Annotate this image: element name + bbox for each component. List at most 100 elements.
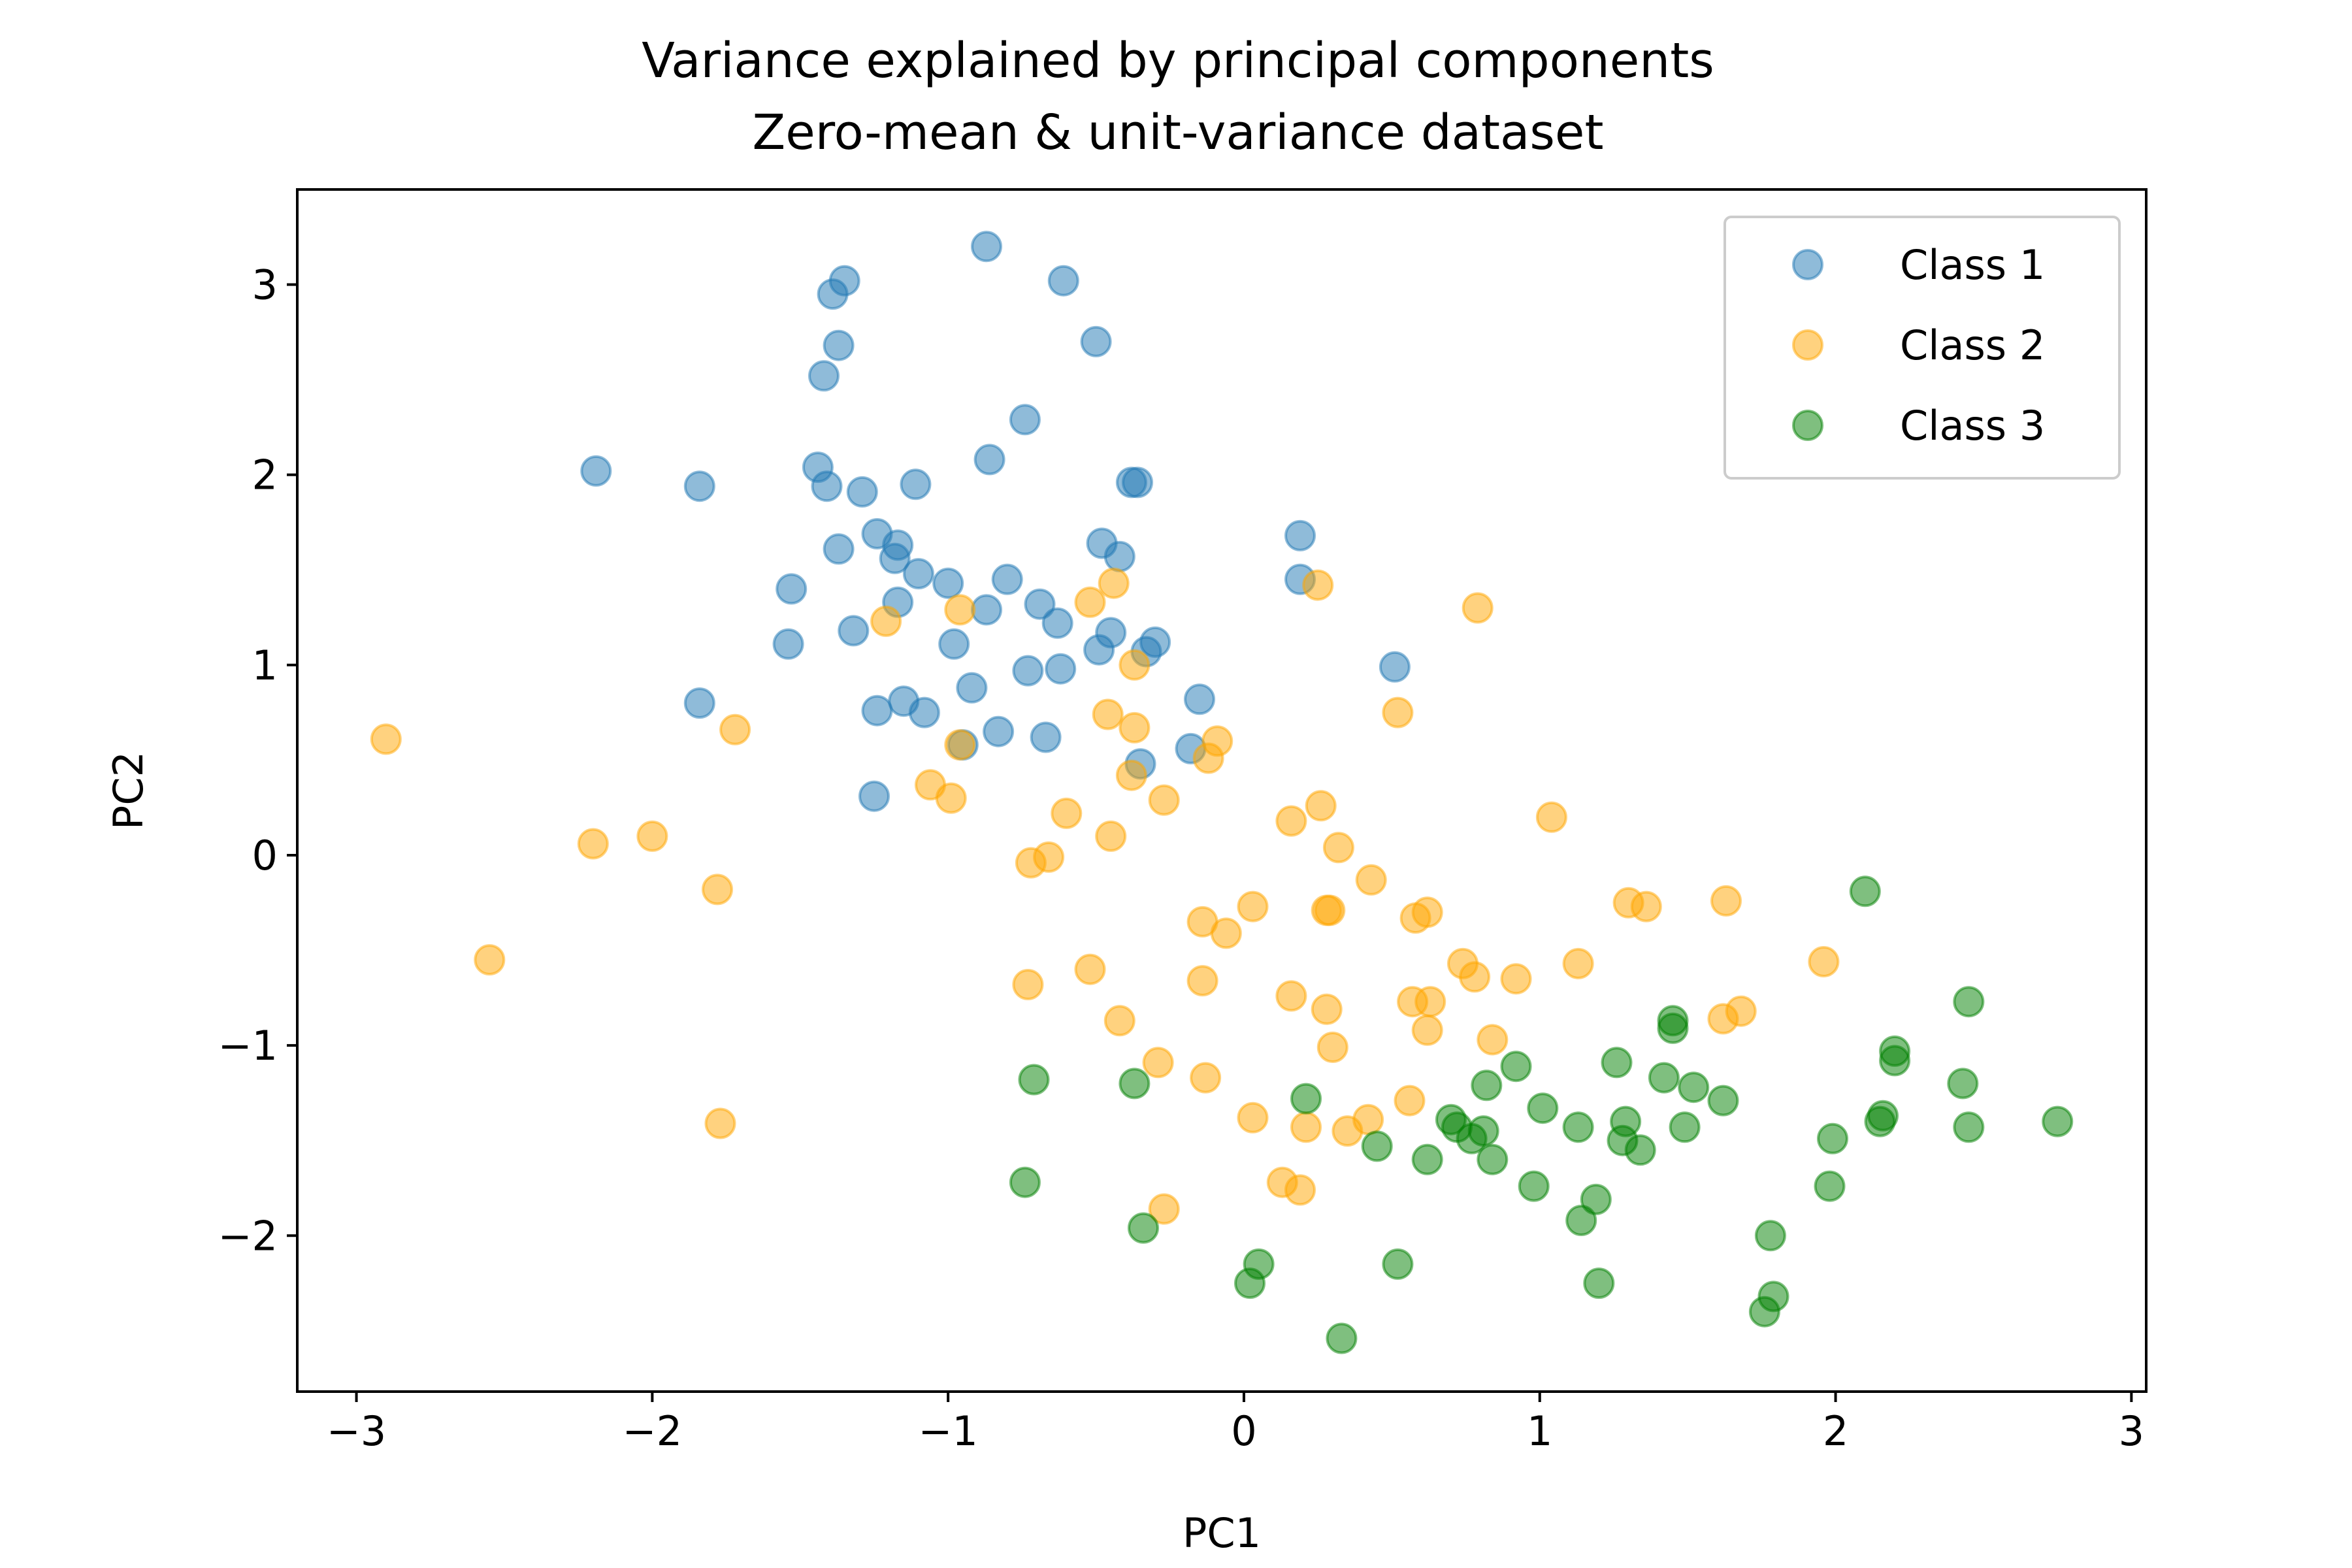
data-point <box>1103 540 1135 572</box>
data-point <box>1411 1143 1443 1175</box>
data-point <box>1456 1122 1488 1154</box>
data-point <box>776 573 808 605</box>
data-point <box>1122 466 1153 498</box>
legend-marker <box>1792 329 1823 361</box>
data-point <box>838 615 870 647</box>
data-point <box>1128 1212 1159 1244</box>
legend-label: Class 1 <box>1900 241 2045 289</box>
data-point <box>983 715 1015 747</box>
data-point <box>2042 1105 2074 1137</box>
data-point <box>900 468 932 500</box>
data-point <box>772 628 804 660</box>
legend-entry: Class 1 <box>1792 241 2045 289</box>
data-point <box>1500 963 1532 995</box>
data-point <box>1725 995 1757 1027</box>
data-point <box>1462 592 1494 624</box>
x-tick-label: −1 <box>918 1407 977 1455</box>
data-point <box>1477 1024 1509 1056</box>
data-point <box>1237 1102 1269 1134</box>
data-point <box>1624 1134 1656 1166</box>
data-point <box>1074 586 1106 618</box>
data-point <box>1041 607 1073 639</box>
data-point <box>702 874 733 906</box>
data-point <box>1710 885 1742 917</box>
x-tick-label: 2 <box>1823 1407 1848 1455</box>
data-point <box>1148 1193 1180 1225</box>
data-point <box>1051 797 1083 829</box>
data-point <box>1953 986 1985 1018</box>
data-point <box>846 476 878 508</box>
data-point <box>1184 683 1215 715</box>
data-point <box>1074 953 1106 985</box>
data-point <box>1707 1085 1739 1117</box>
data-point <box>938 628 970 660</box>
data-point <box>580 455 612 487</box>
x-tick-label: 0 <box>1231 1407 1256 1455</box>
data-point <box>1083 634 1115 666</box>
data-point <box>1953 1111 1985 1143</box>
y-axis-label: PC2 <box>105 751 152 830</box>
data-point <box>908 696 940 728</box>
data-point <box>1018 1064 1050 1096</box>
data-point <box>1119 1068 1151 1100</box>
data-point <box>1355 864 1387 896</box>
data-point <box>1119 649 1151 681</box>
data-point <box>902 558 934 590</box>
data-point <box>1352 1103 1384 1135</box>
data-point <box>1009 404 1041 436</box>
data-point <box>1477 1143 1509 1175</box>
data-point <box>1284 519 1316 551</box>
data-point <box>1814 1170 1846 1202</box>
data-point <box>1817 1122 1848 1154</box>
data-point <box>956 672 988 704</box>
data-point <box>1748 1296 1780 1328</box>
data-point <box>932 567 964 599</box>
data-point <box>823 533 855 565</box>
legend-label: Class 2 <box>1900 321 2045 369</box>
data-point <box>370 723 402 755</box>
data-point <box>1302 569 1334 601</box>
data-point <box>1459 961 1491 993</box>
data-point <box>861 694 893 727</box>
data-point <box>1095 820 1127 852</box>
data-point <box>1382 696 1414 728</box>
data-point <box>1012 655 1044 687</box>
data-point <box>1322 832 1354 864</box>
data-point <box>971 231 1002 263</box>
data-point <box>858 780 890 812</box>
data-point <box>879 542 911 574</box>
x-axis: −3 −2 −1 0 1 2 3 <box>327 1392 2144 1455</box>
data-point <box>1190 1062 1222 1094</box>
y-tick-label: 3 <box>252 261 278 309</box>
x-tick-label: −2 <box>623 1407 682 1455</box>
data-point <box>1290 1083 1322 1115</box>
legend-label: Class 3 <box>1900 402 2045 449</box>
data-point <box>474 944 506 976</box>
data-point <box>1808 946 1840 977</box>
data-point <box>1382 1248 1414 1280</box>
data-point <box>1311 993 1343 1025</box>
data-point <box>1024 588 1056 620</box>
data-point <box>1148 784 1180 816</box>
x-tick-label: −3 <box>327 1407 386 1455</box>
data-point <box>1500 1051 1532 1083</box>
data-point <box>1394 1085 1426 1117</box>
legend: Class 1 Class 2 Class 3 <box>1723 216 2121 480</box>
data-point <box>1754 1220 1786 1252</box>
data-point <box>1234 1267 1266 1299</box>
data-point <box>1045 653 1077 685</box>
data-point <box>1210 917 1242 949</box>
data-point <box>823 329 855 361</box>
data-point <box>1103 1005 1135 1037</box>
data-point <box>1030 721 1062 753</box>
data-point <box>1678 1071 1710 1103</box>
chart-subtitle: Zero-mean & unit-variance dataset <box>753 105 1604 161</box>
data-point <box>1314 894 1346 926</box>
y-tick-label: 0 <box>252 832 278 879</box>
legend-marker <box>1792 410 1823 441</box>
data-point <box>636 820 668 852</box>
data-point <box>1471 1070 1503 1102</box>
data-point <box>1192 742 1224 774</box>
data-point <box>1562 1111 1594 1143</box>
data-point <box>991 563 1023 595</box>
